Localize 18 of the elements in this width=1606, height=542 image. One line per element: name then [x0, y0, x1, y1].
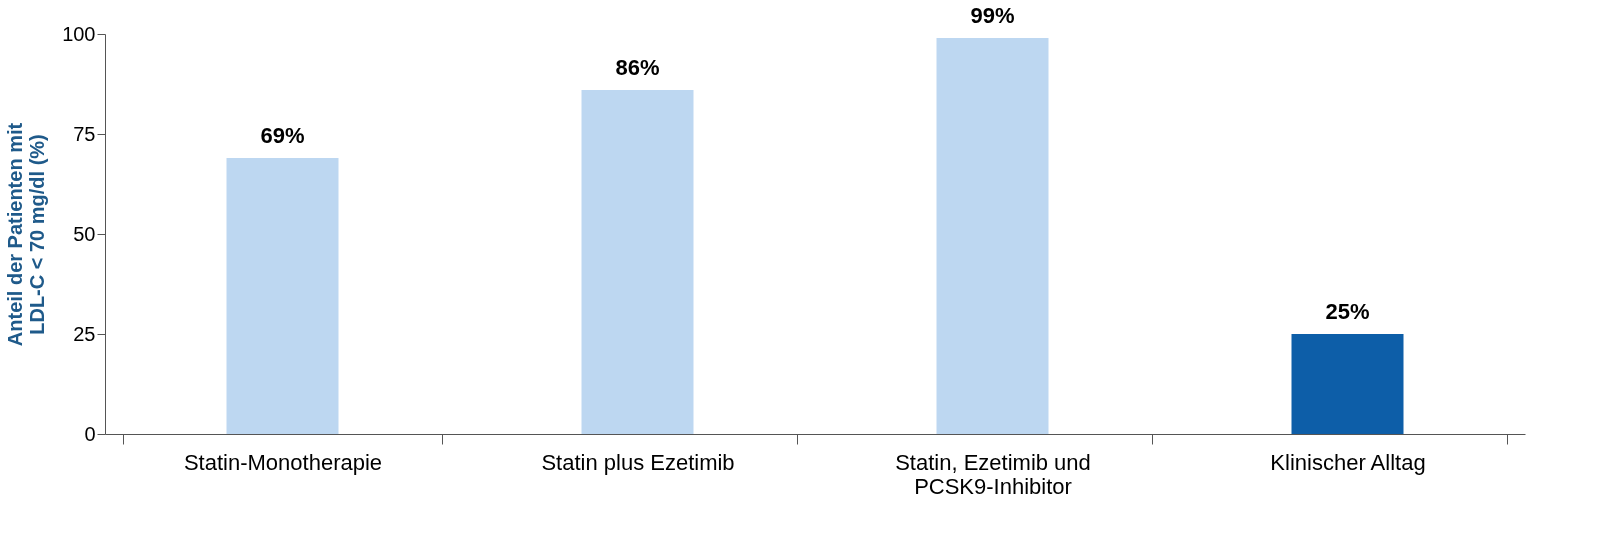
y-tick-label: 50: [73, 222, 96, 245]
x-tick-label: Statin plus Ezetimib: [541, 449, 735, 475]
data-label: 86%: [615, 55, 660, 80]
bar: [581, 90, 694, 434]
y-tick-label: 25: [73, 322, 96, 345]
x-tick-label: Klinischer Alltag: [1270, 449, 1426, 475]
x-tick-label: Statin-Monotherapie: [183, 449, 383, 475]
data-label: 69%: [260, 123, 305, 148]
bar: [936, 38, 1049, 434]
y-tick-label: 100: [62, 22, 96, 45]
y-axis-title: Anteil der Patienten mit LDL-C < 70 mg/dl (%): [4, 122, 49, 347]
data-label: 25%: [1325, 299, 1370, 324]
bar: [226, 158, 339, 434]
data-label: 99%: [970, 3, 1015, 28]
y-tick-label: 75: [73, 122, 96, 145]
y-tick-label: 0: [84, 422, 96, 445]
x-tick-label: Statin, Ezetimib und PCSK9-Inhibitor: [895, 449, 1091, 499]
bar: [1291, 334, 1404, 434]
